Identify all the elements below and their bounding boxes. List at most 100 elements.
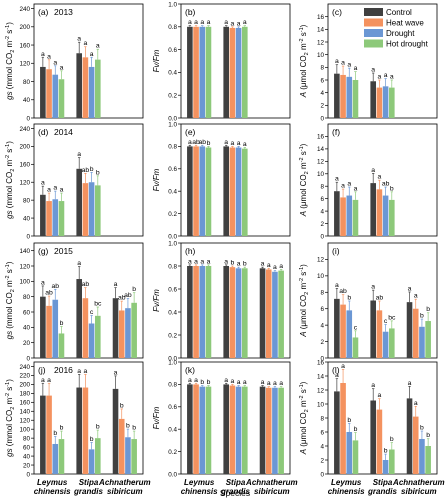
bar — [376, 310, 383, 358]
bar — [229, 27, 236, 118]
y-tick-label: 4 — [320, 208, 324, 215]
significance-letter: a — [231, 140, 235, 147]
y-tick-label: 2 — [320, 221, 324, 228]
significance-letter: a — [188, 19, 192, 26]
bar — [259, 386, 266, 474]
y-tick-label: 0.6 — [168, 166, 177, 173]
plot-frame — [33, 242, 144, 359]
y-label-text: m — [299, 162, 308, 171]
y-tick-label: 6 — [320, 196, 324, 203]
y-tick-label: 40 — [23, 97, 31, 104]
significance-letter: a — [237, 261, 241, 268]
y-label-text: (μmol CO — [299, 55, 308, 92]
panel-year: 2014 — [54, 127, 73, 137]
bar — [412, 308, 419, 358]
significance-letter: a — [279, 263, 283, 270]
legend-label: Control — [386, 8, 412, 17]
panel-label: (k) — [185, 365, 195, 375]
y-axis-label: Fv/Fm — [152, 406, 161, 429]
y-axis-label: A (μmol CO2 m-2 s-1) — [299, 264, 310, 338]
y-tick-label: 2 — [320, 457, 324, 464]
bar — [82, 57, 89, 118]
significance-letter: a — [84, 40, 88, 47]
panel-k: 0.00.20.40.60.81.0(k)Fv/Fma a b b a a a a a a a aLe… — [152, 359, 298, 496]
bar — [193, 384, 199, 474]
y-label-text: (μmol CO — [299, 295, 308, 332]
bar — [382, 460, 389, 474]
species-label: sibiricum — [401, 487, 437, 496]
bar — [205, 266, 212, 358]
bar — [88, 182, 95, 236]
panel-label: (l) — [332, 365, 340, 375]
bar — [382, 331, 389, 358]
y-tick-label: 0.8 — [168, 382, 177, 389]
significance-letter: a — [41, 279, 45, 286]
y-tick-label: 12 — [317, 387, 325, 394]
significance-letter: b — [207, 379, 211, 386]
bar — [382, 86, 389, 118]
panel-label: (j) — [38, 365, 46, 375]
bar — [76, 168, 82, 236]
legend-item: Control — [364, 8, 412, 17]
plot-frame — [327, 3, 438, 119]
species-label: Achnatherum — [245, 478, 298, 487]
significance-letter: a — [237, 140, 241, 147]
y-label-sup: -1 — [5, 382, 11, 387]
y-label-symbol: Fv/Fm — [152, 289, 161, 312]
y-tick-label: 14 — [317, 27, 325, 34]
significance-letter: ab — [82, 167, 90, 174]
bar — [193, 146, 199, 236]
significance-letter: a — [53, 59, 57, 66]
bar — [229, 267, 236, 358]
significance-letter: ab — [382, 181, 390, 188]
bar — [40, 395, 46, 474]
significance-letter: a — [378, 392, 382, 399]
species-label: Achnatherum — [98, 478, 151, 487]
legend-item: Hot drought — [364, 39, 429, 49]
significance-letter: a — [267, 262, 271, 269]
bar — [187, 384, 193, 474]
y-tick-label: 1.0 — [168, 240, 177, 247]
bar — [46, 69, 52, 118]
significance-letter: a — [84, 368, 88, 375]
y-tick-label: 120 — [19, 263, 30, 270]
y-tick-label: 0.0 — [168, 355, 177, 362]
y-label-text: (mmol CO — [5, 292, 14, 331]
significance-letter: a — [231, 20, 235, 27]
significance-letter: b — [243, 261, 247, 268]
y-tick-label: 2 — [320, 103, 324, 110]
y-tick-label: 0.2 — [168, 332, 177, 339]
legend-swatch — [364, 8, 383, 16]
legend-label: Heat wave — [386, 19, 424, 28]
bar — [425, 321, 431, 358]
y-label-symbol: A — [299, 449, 308, 455]
bar — [40, 194, 46, 236]
species-label: grandis — [73, 487, 103, 496]
significance-letter: a — [188, 377, 192, 384]
species-label: chinensis — [34, 487, 71, 496]
significance-letter: a — [347, 62, 351, 69]
panel-a: 0 40 80 120 160 200 240 (a) 2013 gs (mmol CO2 m-2… — [5, 3, 144, 122]
significance-letter: a — [194, 19, 198, 26]
significance-letter: a — [354, 185, 358, 192]
bar — [406, 398, 413, 474]
y-label-text: m — [299, 283, 308, 292]
bar — [425, 446, 431, 474]
y-label-sup: -2 — [299, 396, 305, 401]
bar — [242, 26, 248, 118]
panel-label: (e) — [185, 127, 196, 137]
y-tick-label: 2 — [320, 339, 324, 346]
category-group: aa bb — [334, 363, 359, 474]
significance-letter: a — [384, 72, 388, 79]
significance-letter: b — [60, 320, 64, 327]
y-tick-label: 20 — [23, 340, 31, 347]
y-tick-label: 0.6 — [168, 47, 177, 54]
y-label-sub: 2 — [304, 292, 310, 295]
significance-letter: ab — [124, 292, 132, 299]
bar — [242, 148, 248, 236]
significance-letter: b — [60, 425, 64, 432]
